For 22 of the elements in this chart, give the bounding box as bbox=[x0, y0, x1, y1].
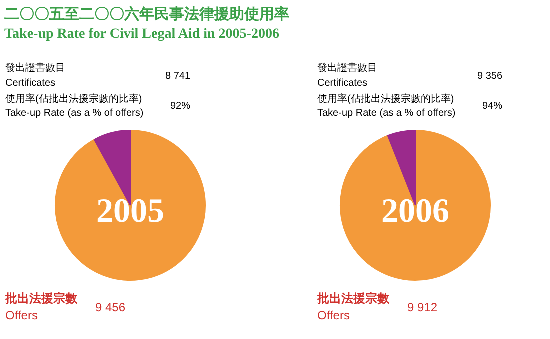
text: 9 912 bbox=[408, 300, 438, 314]
chart-title: 二〇〇五至二〇〇六年民事法律援助使用率 bbox=[4, 5, 290, 23]
text: 2006 bbox=[382, 193, 450, 230]
text: 批出法援宗數 bbox=[316, 292, 390, 306]
text: 使用率(佔批出法援宗數的比率) bbox=[6, 93, 142, 105]
text: 發出證書數目 bbox=[6, 62, 66, 74]
text: Offers bbox=[318, 308, 350, 322]
text: Take-up Rate (as a % of offers) bbox=[318, 108, 456, 119]
text: Certificates bbox=[6, 78, 56, 89]
text: 92% bbox=[170, 101, 191, 112]
text: 8 741 bbox=[166, 71, 191, 82]
text: 9 456 bbox=[96, 300, 126, 314]
text: 94% bbox=[482, 101, 503, 112]
chart-subtitle: Take-up Rate for Civil Legal Aid in 2005-2006 bbox=[4, 27, 280, 42]
text: Certificates bbox=[318, 78, 368, 89]
text: 2005 bbox=[96, 193, 164, 230]
text: Offers bbox=[6, 308, 38, 322]
text: Take-up Rate (as a % of offers) bbox=[6, 108, 144, 119]
text: 發出證書數目 bbox=[318, 62, 378, 74]
text: 使用率(佔批出法援宗數的比率) bbox=[318, 93, 454, 105]
text: 批出法援宗數 bbox=[4, 292, 78, 306]
text: 9 356 bbox=[478, 71, 503, 82]
